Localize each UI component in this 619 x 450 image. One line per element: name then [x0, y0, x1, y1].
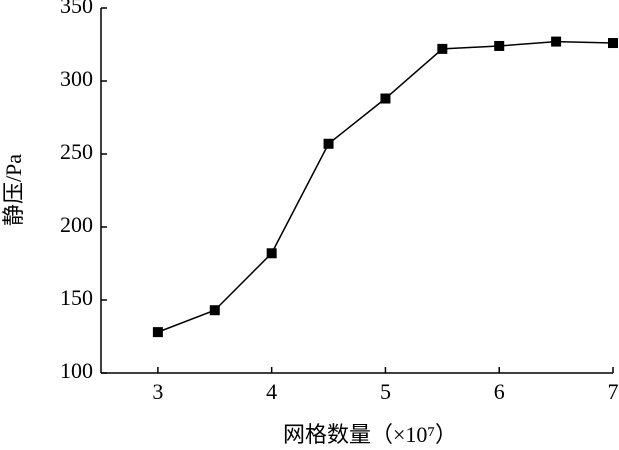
y-tick-label: 300 [60, 66, 93, 91]
x-tick-label: 3 [152, 379, 163, 404]
x-tick-label: 7 [608, 379, 619, 404]
marker [551, 36, 562, 47]
y-tick-label: 250 [60, 139, 93, 164]
marker [266, 248, 277, 259]
x-tick-label: 6 [494, 379, 505, 404]
marker [152, 327, 163, 338]
y-tick-label: 350 [60, 0, 93, 18]
x-tick-label: 5 [380, 379, 391, 404]
x-tick-label: 4 [266, 379, 277, 404]
x-axis-label: 网格数量（×10⁷） [283, 422, 457, 447]
y-tick-label: 150 [60, 285, 93, 310]
y-tick-label: 100 [60, 358, 93, 383]
marker [380, 93, 391, 104]
marker [209, 305, 220, 316]
marker [323, 138, 334, 149]
line [157, 40, 614, 333]
marker [494, 40, 505, 51]
y-axis-label: 静压/Pa [1, 154, 26, 226]
marker [608, 38, 618, 49]
y-tick-label: 200 [60, 212, 93, 237]
marker [437, 43, 448, 54]
